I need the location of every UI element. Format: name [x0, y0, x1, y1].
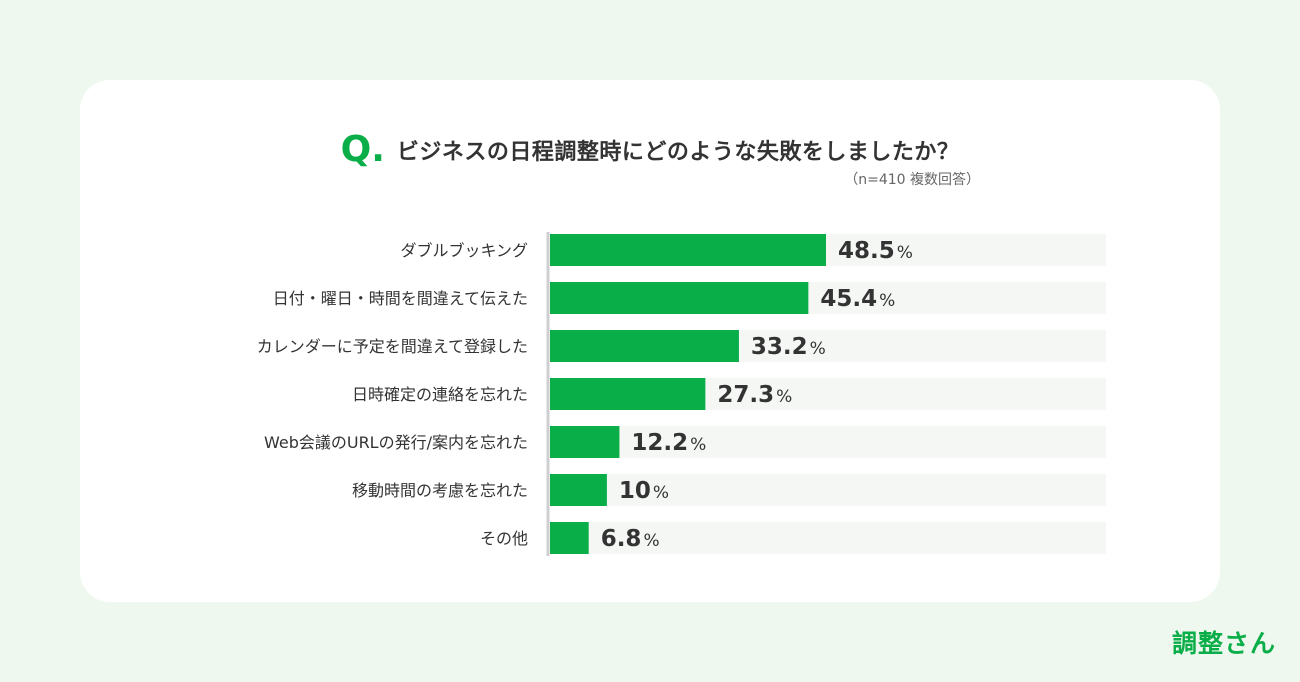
- bar: [550, 330, 739, 362]
- data-label-unit: %: [879, 291, 895, 311]
- data-label-value: 6.8: [601, 526, 642, 552]
- question-mark: Q.: [340, 129, 385, 170]
- data-label-unit: %: [897, 243, 913, 263]
- bar: [550, 474, 607, 506]
- question-text: ビジネスの日程調整時にどのような失敗をしましたか？: [396, 140, 960, 165]
- data-label-unit: %: [653, 483, 669, 503]
- chart-title: Q. ビジネスの日程調整時にどのような失敗をしましたか？: [80, 132, 1220, 168]
- data-label-value: 27.3: [717, 382, 774, 408]
- data-label-value: 33.2: [751, 334, 808, 360]
- data-label: 48.5%: [838, 238, 913, 264]
- data-label-unit: %: [643, 531, 659, 551]
- bar: [550, 426, 620, 458]
- bar-track: [550, 474, 1106, 506]
- sample-note: （n=410 複数回答）: [844, 172, 980, 188]
- category-label: Web会議のURLの発行/案内を忘れた: [264, 433, 528, 452]
- bar: [550, 282, 809, 314]
- category-label: 移動時間の考慮を忘れた: [352, 481, 528, 500]
- category-label: カレンダーに予定を間違えて登録した: [257, 337, 528, 356]
- data-label-unit: %: [690, 435, 706, 455]
- data-label: 27.3%: [717, 382, 792, 408]
- bar-track: [550, 426, 1106, 458]
- bar: [550, 378, 706, 410]
- brand-logo: 調整さん: [1171, 629, 1276, 658]
- bar: [550, 234, 826, 266]
- category-label: 日時確定の連絡を忘れた: [352, 385, 528, 404]
- category-label: その他: [480, 529, 528, 548]
- data-label: 6.8%: [601, 526, 660, 552]
- data-label-value: 10: [619, 478, 651, 504]
- data-label: 10%: [619, 478, 669, 504]
- category-label: ダブルブッキング: [400, 241, 528, 260]
- bar: [550, 522, 589, 554]
- data-label-unit: %: [776, 387, 792, 407]
- data-label: 45.4%: [820, 286, 895, 312]
- data-label: 12.2%: [631, 430, 706, 456]
- data-label-value: 45.4: [820, 286, 877, 312]
- data-label-value: 48.5: [838, 238, 895, 264]
- data-label: 33.2%: [751, 334, 826, 360]
- category-label: 日付・曜日・時間を間違えて伝えた: [273, 289, 528, 308]
- bar-track: [550, 522, 1106, 554]
- data-label-value: 12.2: [631, 430, 688, 456]
- data-label-unit: %: [810, 339, 826, 359]
